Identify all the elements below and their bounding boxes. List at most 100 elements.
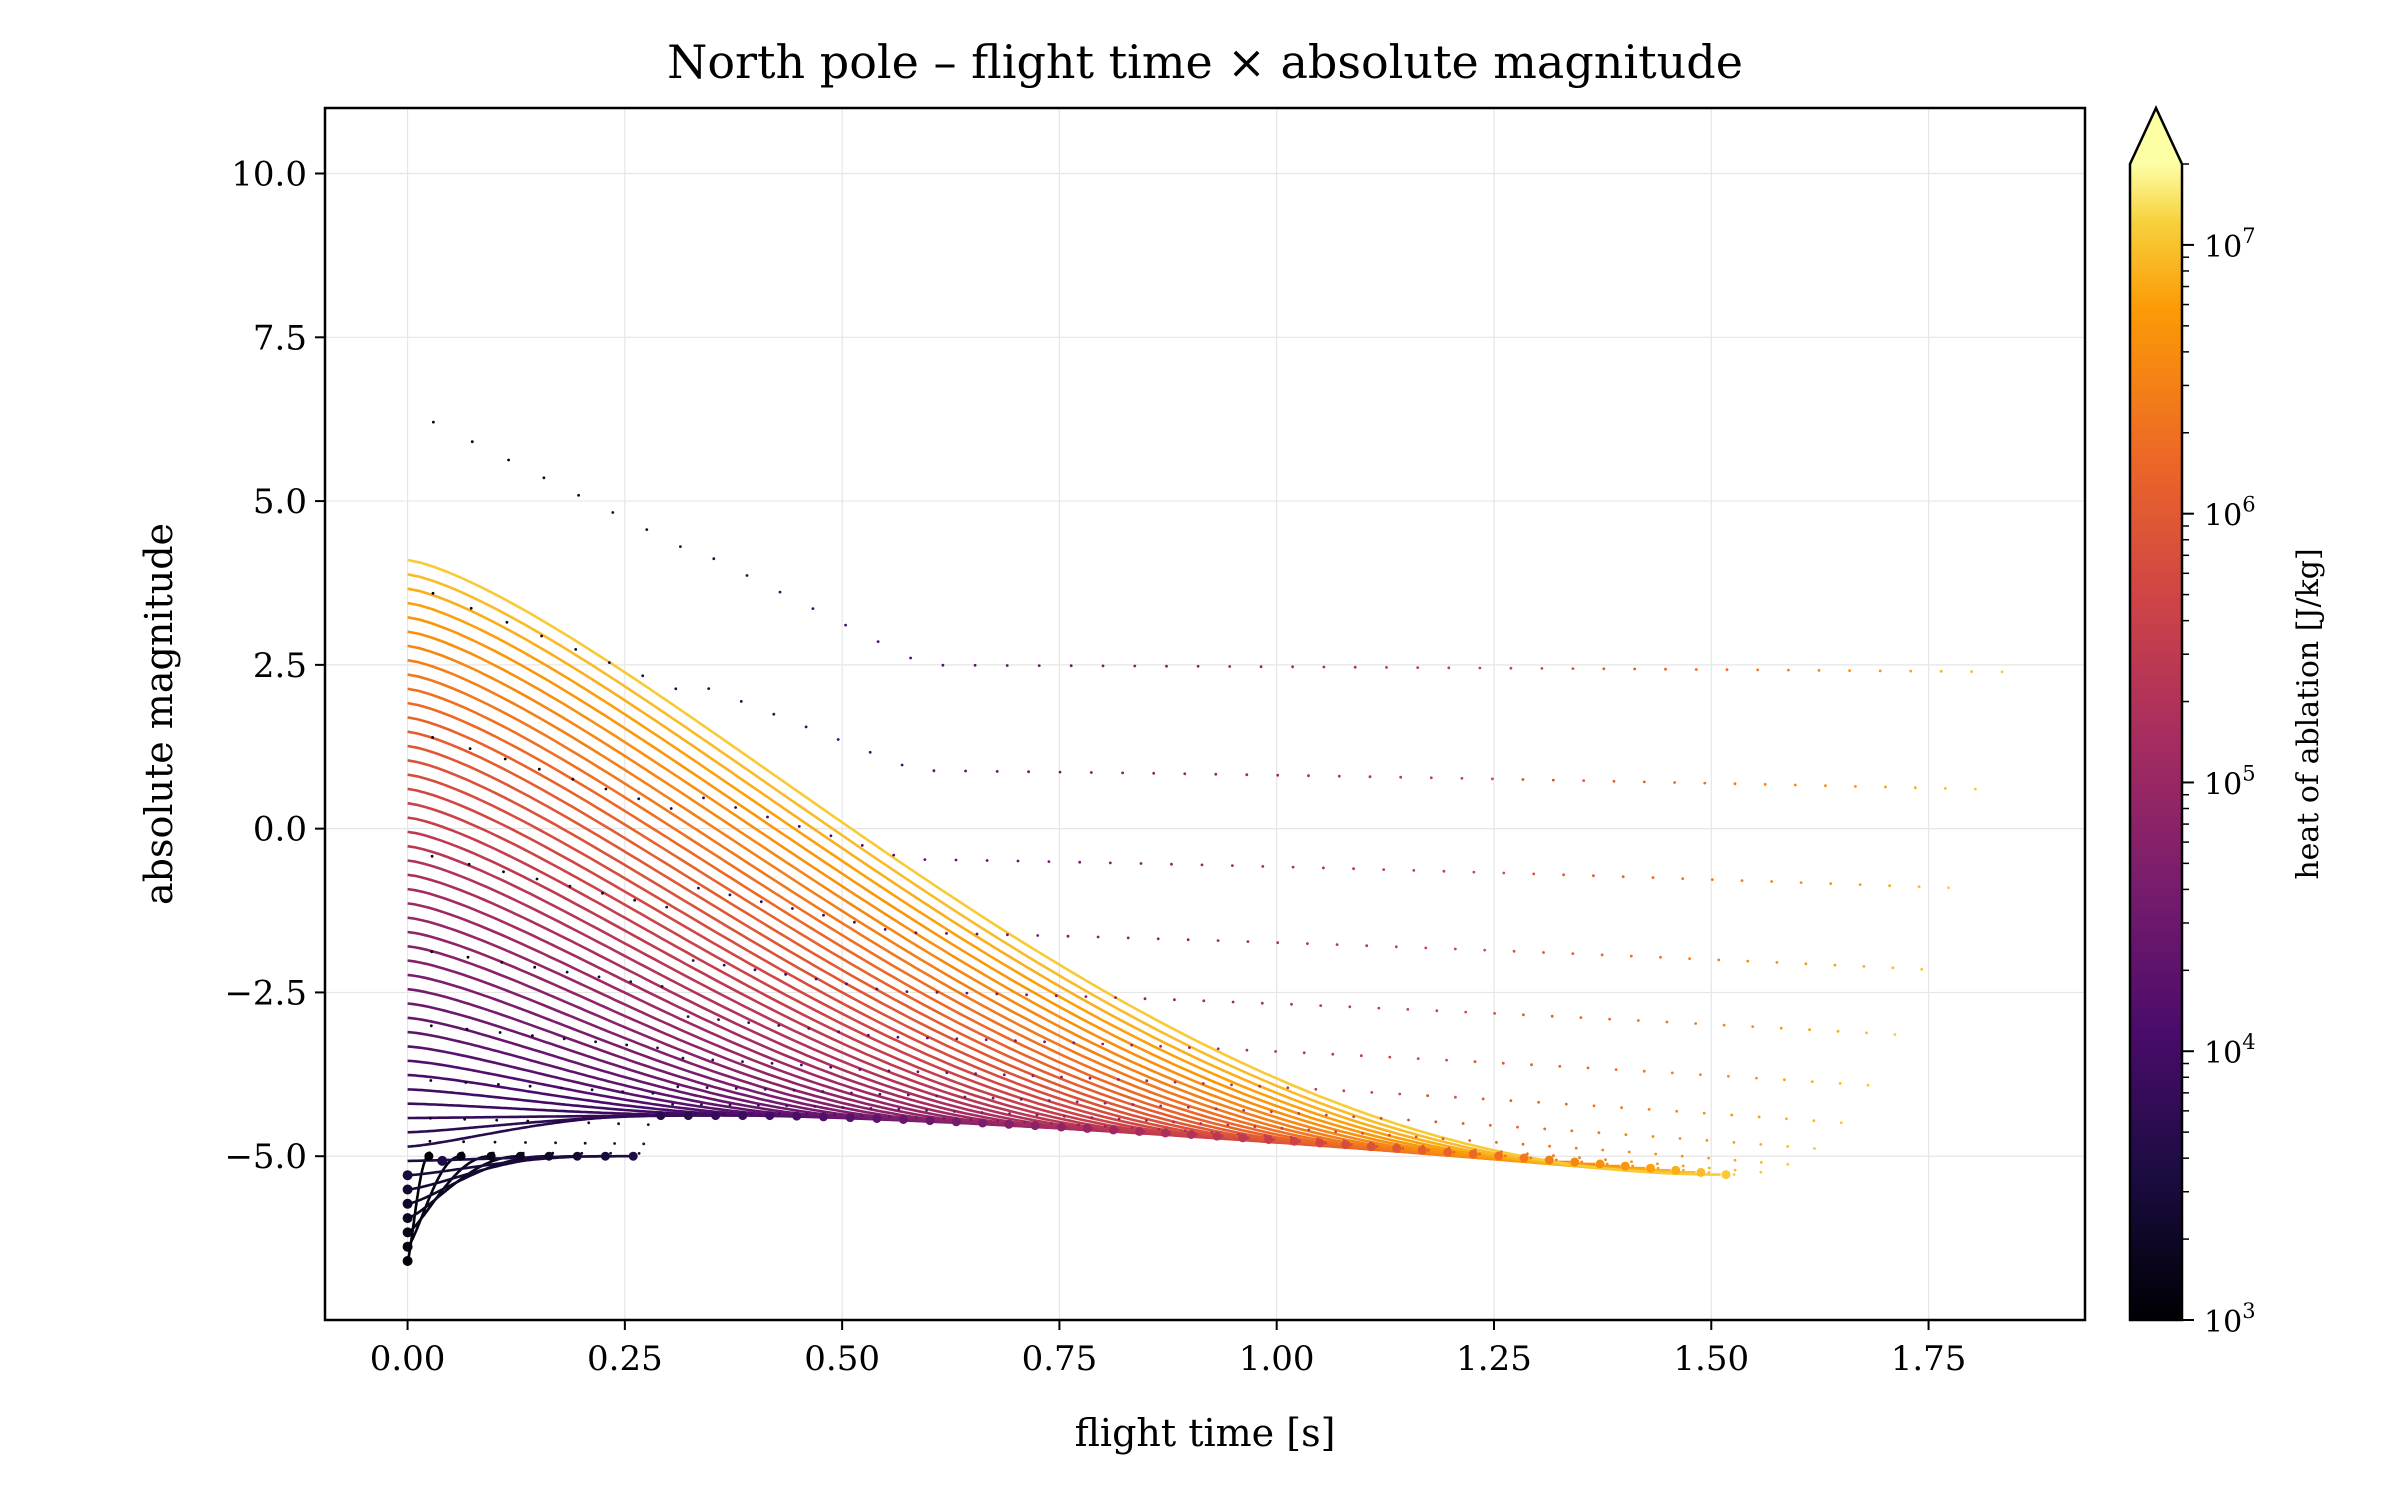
- peak-marker: [456, 1151, 466, 1161]
- light-curve-point: [1656, 1162, 1659, 1166]
- light-curve-point: [651, 1091, 655, 1095]
- light-curve-point: [1035, 1113, 1039, 1117]
- light-curve-point: [1253, 1125, 1257, 1128]
- light-curve-point: [1891, 966, 1895, 970]
- light-curve-point: [1947, 886, 1950, 890]
- light-curve-point: [822, 913, 825, 917]
- light-curve-point: [1258, 1084, 1262, 1088]
- light-curve-point: [1627, 1150, 1631, 1154]
- light-curve-point: [1810, 1080, 1814, 1083]
- light-curve-point: [554, 1141, 557, 1145]
- light-curve-point: [1173, 1080, 1177, 1084]
- light-curve-point: [502, 870, 505, 874]
- light-curve-point: [1088, 1076, 1092, 1080]
- light-curve-point: [1733, 1158, 1737, 1162]
- light-curve-point: [1865, 1031, 1868, 1035]
- light-curve-point: [1394, 945, 1398, 949]
- plot-frame: [323, 106, 2087, 1322]
- y-tick-label: 2.5: [253, 646, 307, 686]
- light-curve-point: [1388, 1055, 1392, 1059]
- light-curve-point: [669, 807, 673, 810]
- light-curve-point: [1812, 1119, 1816, 1123]
- start-marker: [402, 1227, 413, 1238]
- light-curve-point: [984, 1038, 988, 1042]
- light-curve-point: [1629, 954, 1633, 958]
- light-curve-point: [507, 458, 510, 462]
- light-curve-point: [739, 700, 743, 703]
- light-curve-point: [1414, 1135, 1418, 1139]
- light-curve-point: [1501, 1061, 1505, 1065]
- peak-marker: [1108, 1125, 1118, 1135]
- light-curve-point: [1101, 664, 1105, 668]
- light-curve-point: [1621, 875, 1625, 879]
- light-curve-point: [829, 1065, 833, 1069]
- light-curve-point: [1047, 860, 1051, 863]
- y-axis: −5.0 −2.5 0.0 2.5 5.0 7.5 10.0: [224, 155, 325, 1177]
- peak-marker: [951, 1117, 961, 1127]
- peak-marker: [925, 1116, 935, 1126]
- peak-marker: [683, 1111, 693, 1121]
- light-curve-point: [1858, 883, 1862, 886]
- light-curve-point: [1290, 1002, 1293, 1006]
- light-curve-point: [763, 1087, 767, 1091]
- light-curve-point: [965, 991, 969, 995]
- peak-marker: [1570, 1157, 1580, 1167]
- light-curve-point: [1651, 876, 1655, 879]
- peak-marker: [978, 1118, 988, 1128]
- light-curve-point: [557, 1120, 560, 1124]
- light-curve-point: [1307, 1128, 1311, 1132]
- light-curve-point: [526, 1119, 530, 1123]
- light-curve-point: [597, 975, 601, 979]
- light-curve-point: [1069, 664, 1073, 668]
- light-curve-point: [1103, 1101, 1107, 1105]
- light-curve-point: [1066, 934, 1070, 938]
- light-curve-point: [1319, 1004, 1323, 1007]
- light-curve: [407, 1154, 549, 1206]
- light-curve-point: [469, 606, 473, 610]
- light-curve-point: [1461, 1122, 1465, 1125]
- x-tick-label: 0.75: [1022, 1339, 1098, 1379]
- light-curve-point: [974, 1072, 977, 1076]
- light-curve-point: [792, 1088, 796, 1092]
- light-curve-point: [1406, 1008, 1410, 1011]
- light-curve-point: [1578, 1156, 1581, 1160]
- light-curve-point: [1694, 1022, 1697, 1025]
- light-curve-point: [1530, 1063, 1533, 1067]
- light-curve-point: [1732, 1173, 1736, 1176]
- peak-marker: [1519, 1153, 1529, 1163]
- light-curve-point: [1335, 943, 1339, 946]
- light-curve-point: [1096, 935, 1100, 939]
- peak-marker: [1030, 1121, 1040, 1131]
- light-curve-point: [777, 1024, 781, 1027]
- light-curve-point: [1324, 1113, 1328, 1117]
- light-curve-point: [1542, 951, 1545, 954]
- light-curve-point: [811, 607, 815, 610]
- light-curve-point: [985, 859, 989, 862]
- light-curve-point: [1582, 779, 1586, 782]
- light-curve-point: [1673, 781, 1676, 784]
- light-curve-point: [1642, 1069, 1646, 1073]
- light-curve-point: [468, 747, 472, 750]
- light-curve-point: [1228, 665, 1232, 668]
- light-curve-point: [1647, 1108, 1651, 1111]
- light-curve-point: [860, 1114, 864, 1117]
- light-curve-point: [805, 1112, 809, 1116]
- light-curve-point: [954, 858, 958, 862]
- light-curve-point: [641, 674, 645, 678]
- light-curve-point: [887, 1069, 891, 1073]
- light-curve-point: [1280, 1126, 1284, 1130]
- light-curve-point: [430, 854, 434, 858]
- light-curve-point: [646, 1123, 650, 1126]
- light-curve-point: [866, 1033, 870, 1037]
- light-curve-point: [785, 1104, 789, 1108]
- light-curve: [407, 644, 1570, 1164]
- light-curve-point: [571, 777, 575, 781]
- light-curve-point: [498, 1031, 502, 1034]
- light-curve-point: [1580, 1160, 1584, 1164]
- light-curve-point: [1043, 1040, 1046, 1044]
- light-curve-point: [1031, 1074, 1035, 1078]
- light-curve-point: [1427, 1148, 1430, 1152]
- light-curve-point: [493, 1140, 497, 1144]
- light-curve-point: [1139, 862, 1143, 865]
- light-curve-point: [722, 963, 726, 967]
